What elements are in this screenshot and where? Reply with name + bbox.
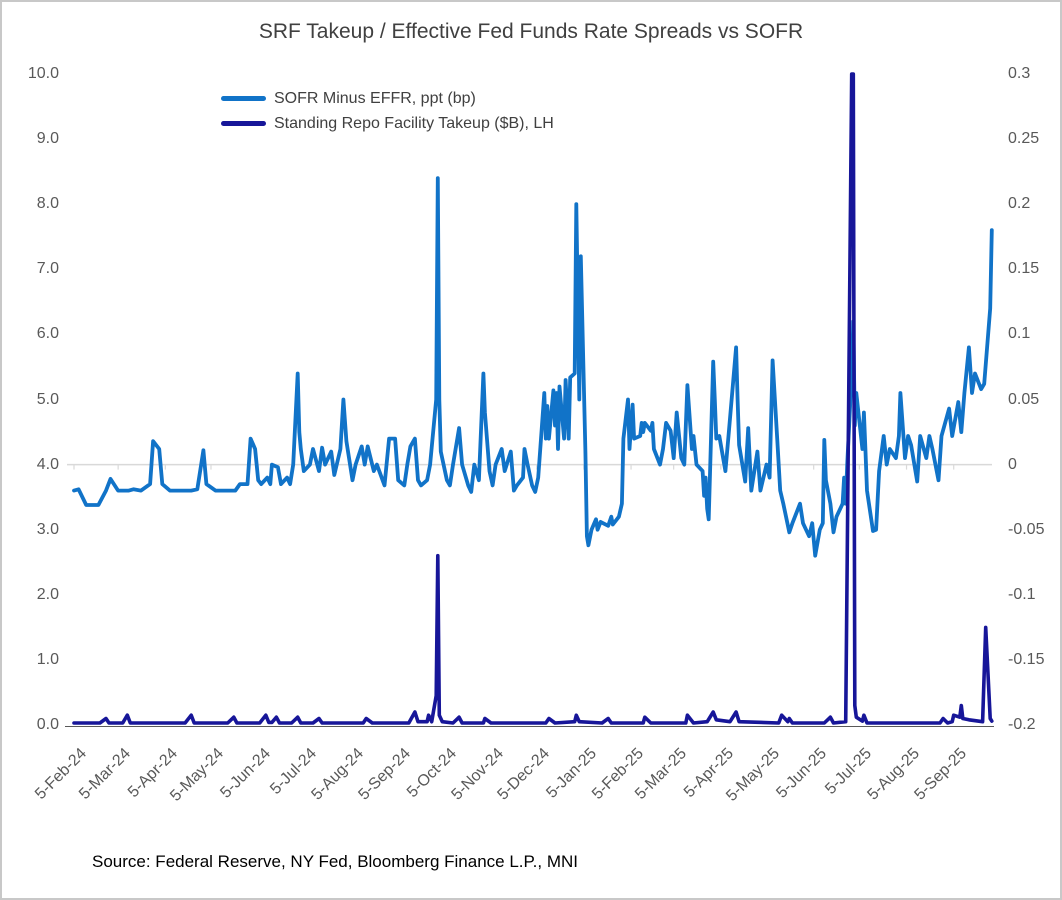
- y-axis-right-tick-label: 0.2: [1008, 195, 1031, 213]
- y-axis-left-tick-label: 3.0: [36, 520, 59, 538]
- legend-label-sofr: SOFR Minus EFFR, ppt (bp): [274, 89, 476, 107]
- y-axis-left-tick-label: 7.0: [36, 260, 59, 278]
- chart-title: SRF Takeup / Effective Fed Funds Rate Sp…: [258, 20, 804, 43]
- y-axis-left-tick-label: 4.0: [36, 455, 59, 473]
- y-axis-left-tick-label: 1.0: [36, 650, 59, 668]
- y-axis-right-tick-label: -0.15: [1008, 650, 1045, 668]
- y-axis-right-tick-label: 0.1: [1008, 325, 1031, 343]
- y-axis-right-tick-label: 0.15: [1008, 260, 1040, 278]
- legend-swatch-sofr-icon: [221, 96, 266, 101]
- legend-item-sofr: SOFR Minus EFFR, ppt (bp): [221, 86, 554, 111]
- legend: SOFR Minus EFFR, ppt (bp) Standing Repo …: [221, 86, 554, 136]
- y-axis-left-tick-label: 0.0: [36, 716, 59, 733]
- srf-takeup-line: [72, 72, 994, 725]
- source-note: Source: Federal Reserve, NY Fed, Bloombe…: [92, 852, 578, 871]
- y-axis-left-tick-label: 6.0: [36, 325, 59, 343]
- y-axis-right-tick-label: 0: [1008, 455, 1017, 473]
- legend-swatch-srf-icon: [221, 121, 266, 126]
- y-axis-left-tick-label: 5.0: [36, 390, 59, 408]
- y-axis-right-tick-label: -0.1: [1008, 585, 1036, 603]
- y-axis-left-tick-label: 10.0: [27, 65, 59, 82]
- legend-label-srf: Standing Repo Facility Takeup ($B), LH: [274, 114, 554, 132]
- y-axis-left-tick-label: 9.0: [36, 130, 59, 148]
- legend-item-srf: Standing Repo Facility Takeup ($B), LH: [221, 111, 554, 136]
- y-axis-right-tick-label: 0.25: [1008, 130, 1040, 148]
- y-axis-right-tick-label: 0.05: [1008, 390, 1040, 408]
- y-axis-right-tick-label: 0.3: [1008, 65, 1031, 82]
- y-axis-right-tick-label: -0.05: [1008, 520, 1045, 538]
- y-axis-left-tick-label: 8.0: [36, 195, 59, 213]
- y-axis-left-tick-label: 2.0: [36, 585, 59, 603]
- y-axis-right-tick-label: -0.2: [1008, 716, 1036, 733]
